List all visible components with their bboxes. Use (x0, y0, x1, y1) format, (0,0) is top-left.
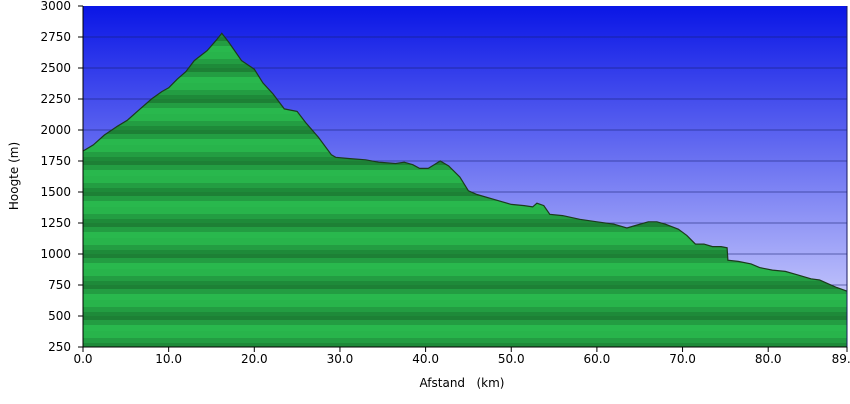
y-tick-labels: 250 500 750 1000 1250 1500 1750 2000 2250 2500 275… (40, 0, 83, 354)
x-tick-label: 10.0 (155, 352, 182, 366)
y-tick-label: 2500 (40, 61, 71, 75)
x-tick-labels: 0.0 10.0 20.0 30.0 40.0 50.0 60.0 70.0 80.0 89.2 (73, 347, 850, 366)
y-tick-label: 1000 (40, 247, 71, 261)
axes (78, 6, 847, 352)
y-tick-label: 750 (48, 278, 71, 292)
x-tick-label: 30.0 (327, 352, 354, 366)
x-tick-label: 80.0 (755, 352, 782, 366)
x-tick-label: 50.0 (498, 352, 525, 366)
y-tick-label: 500 (48, 309, 71, 323)
y-tick-label: 2000 (40, 123, 71, 137)
y-tick-label: 2250 (40, 92, 71, 106)
y-tick-label: 250 (48, 340, 71, 354)
x-tick-label: 60.0 (584, 352, 611, 366)
x-tick-label: 20.0 (241, 352, 268, 366)
y-tick-label: 1250 (40, 216, 71, 230)
x-axis-title: Afstand (km) (420, 376, 505, 390)
y-tick-label: 1500 (40, 185, 71, 199)
x-tick-label: 40.0 (412, 352, 439, 366)
y-tick-label: 2750 (40, 30, 71, 44)
x-tick-label: 89.2 (832, 352, 850, 366)
elevation-line (83, 32, 847, 292)
x-tick-label: 70.0 (669, 352, 696, 366)
elevation-area (83, 33, 847, 347)
y-tick-label: 3000 (40, 0, 71, 13)
y-axis-title: Hoogte (m) (7, 142, 21, 210)
y-tick-label: 1750 (40, 154, 71, 168)
x-tick-label: 0.0 (73, 352, 92, 366)
